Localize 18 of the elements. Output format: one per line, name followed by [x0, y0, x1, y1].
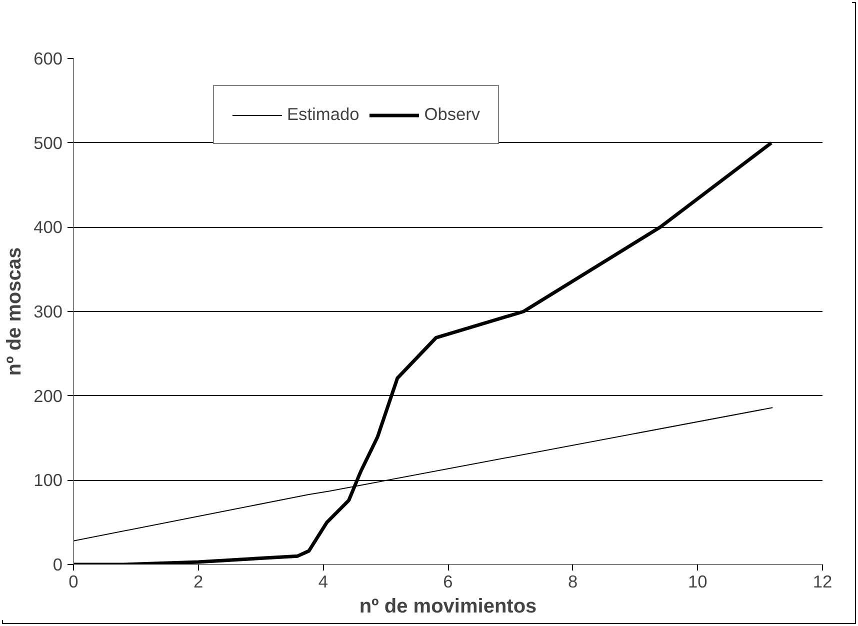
x-tick-label: 6	[443, 572, 453, 592]
x-tick-label: 10	[688, 572, 708, 592]
y-axis-title: nº de moscas	[4, 247, 26, 376]
x-tick-label: 12	[812, 572, 832, 592]
y-tick-label: 200	[34, 386, 63, 406]
y-tick-label: 0	[52, 554, 63, 574]
x-tick-label: 4	[318, 572, 328, 592]
x-tick-label: 0	[68, 572, 78, 592]
legend-label: Estimado	[287, 104, 360, 125]
y-tick-label: 100	[34, 470, 63, 490]
legend-label: Observ	[424, 104, 480, 125]
y-tick-label: 500	[34, 132, 63, 153]
y-tick-label: 600	[34, 48, 63, 68]
x-tick-label: 8	[568, 572, 578, 592]
y-tick-label: 400	[34, 217, 63, 238]
x-axis-title: nº de movimientos	[359, 596, 537, 618]
x-tick-label: 2	[194, 572, 204, 592]
y-tick-label: 300	[34, 302, 63, 322]
